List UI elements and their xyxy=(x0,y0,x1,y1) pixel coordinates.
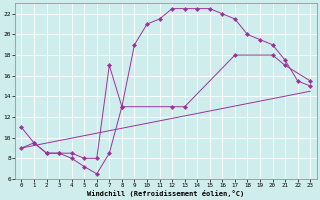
X-axis label: Windchill (Refroidissement éolien,°C): Windchill (Refroidissement éolien,°C) xyxy=(87,190,244,197)
